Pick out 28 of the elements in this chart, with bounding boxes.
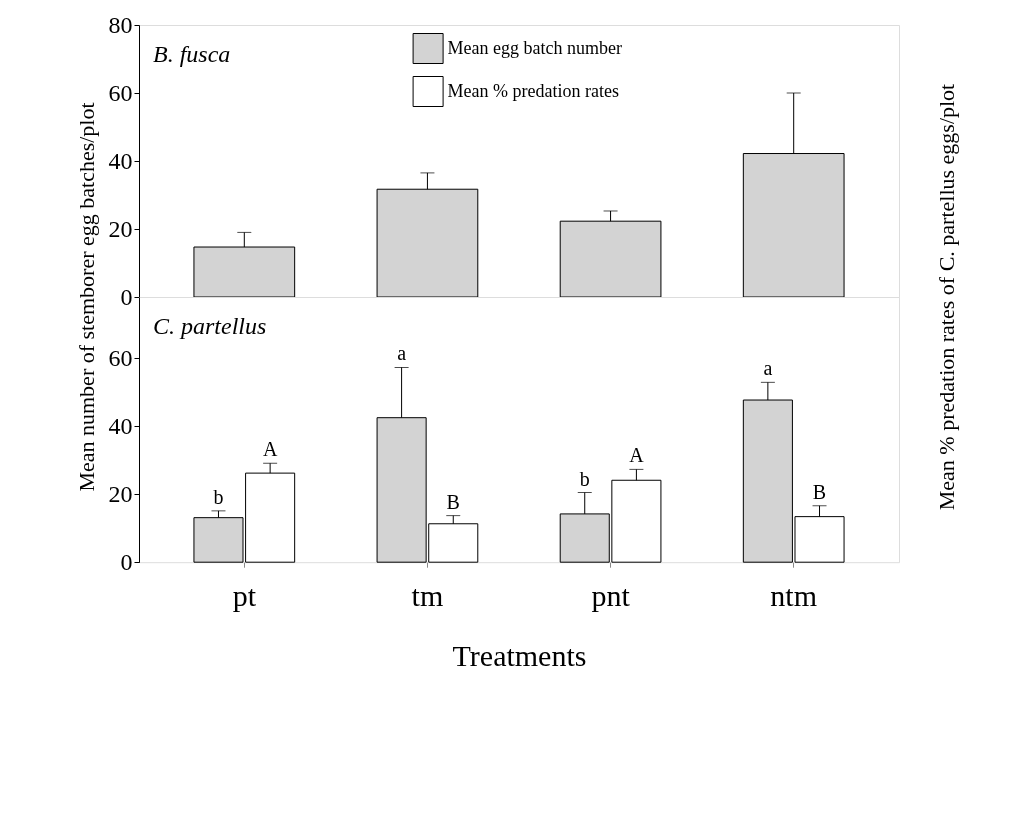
x-tick-label: ntm xyxy=(770,578,818,612)
annotation: a xyxy=(763,357,773,380)
x-tick-label: tm xyxy=(411,578,444,612)
x-tick-label: pnt xyxy=(591,578,631,612)
annotation: C. partellus xyxy=(153,313,267,339)
y-tick-label: 40 xyxy=(108,147,133,174)
y2-axis-title: Mean % predation rates of C. partellus eggs/plot xyxy=(934,83,959,511)
annotation: a xyxy=(397,342,407,365)
annotation: A xyxy=(629,444,645,467)
y-tick-label: 60 xyxy=(108,344,133,371)
y-axis-title: Mean number of stemborer egg batches/plot xyxy=(74,102,99,492)
y-tick-label: 0 xyxy=(120,283,133,310)
x-axis-title: Treatments xyxy=(452,638,587,672)
y-tick-label: 80 xyxy=(108,11,133,38)
y-tick-label: 20 xyxy=(108,480,133,507)
annotation: A xyxy=(262,438,278,461)
legend-label: Mean % predation rates xyxy=(447,80,620,101)
annotation: B xyxy=(446,490,460,513)
annotation: b xyxy=(213,485,224,508)
annotation: B. fusca xyxy=(153,41,231,67)
annotation: b xyxy=(579,467,590,490)
y-tick-label: 20 xyxy=(108,215,133,242)
y-tick-label: 40 xyxy=(108,412,133,439)
y-tick-label: 0 xyxy=(120,548,133,575)
x-tick-label: pt xyxy=(232,578,257,612)
annotation: B xyxy=(812,480,827,503)
y-tick-label: 60 xyxy=(108,79,133,106)
legend-label: Mean egg batch number xyxy=(447,37,623,58)
